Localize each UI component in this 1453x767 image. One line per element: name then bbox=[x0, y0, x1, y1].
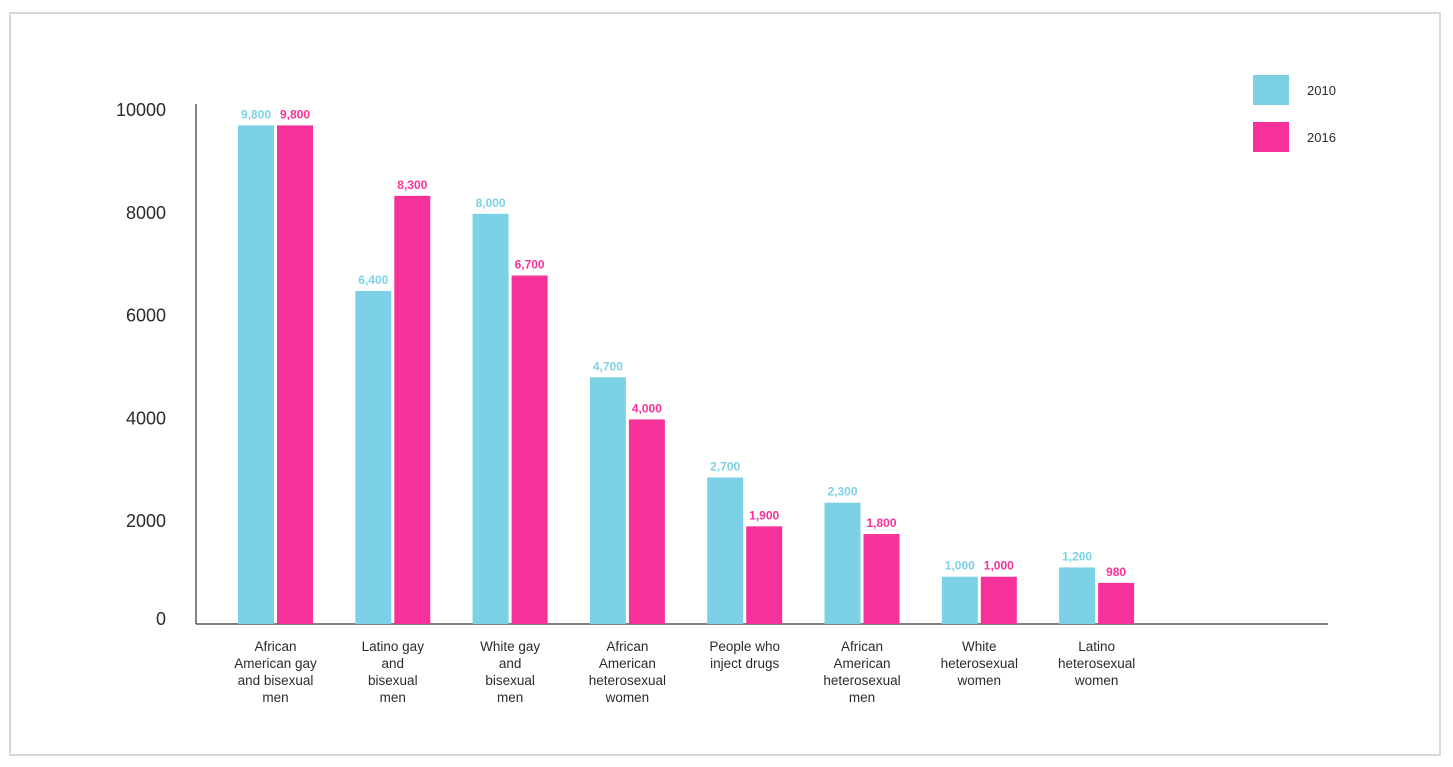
bar-2010-2 bbox=[472, 213, 509, 624]
data-label-2010-6: 1,000 bbox=[945, 559, 975, 573]
category-label-6: White heterosexual women bbox=[941, 639, 1018, 688]
data-label-2016-0: 9,800 bbox=[280, 107, 310, 121]
bar-2010-3 bbox=[589, 377, 626, 624]
bar-2016-1 bbox=[394, 195, 431, 624]
data-label-2016-5: 1,800 bbox=[866, 516, 896, 530]
legend-label-2016: 2016 bbox=[1307, 130, 1336, 145]
data-label-2016-7: 980 bbox=[1106, 565, 1126, 579]
y-tick-label: 0 bbox=[156, 609, 166, 629]
bar-2010-7 bbox=[1059, 567, 1096, 624]
bar-2010-5 bbox=[824, 502, 861, 624]
y-tick-label: 8000 bbox=[126, 203, 166, 223]
data-label-2010-2: 8,000 bbox=[476, 196, 506, 210]
bar-2016-3 bbox=[628, 419, 665, 624]
data-label-2010-3: 4,700 bbox=[593, 359, 623, 373]
bar-2016-5 bbox=[863, 534, 900, 624]
bar-2016-0 bbox=[277, 125, 313, 625]
category-label-5: African American heterosexual men bbox=[823, 639, 900, 705]
data-label-2010-1: 6,400 bbox=[358, 273, 388, 287]
category-label-2: White gay and bisexual men bbox=[480, 639, 540, 705]
category-label-1: Latino gay and bisexual men bbox=[362, 639, 425, 705]
x-axis-categories: African American gay and bisexual men Latino… bbox=[234, 639, 1135, 705]
legend-label-2010: 2010 bbox=[1307, 83, 1336, 98]
data-label-2010-7: 1,200 bbox=[1062, 549, 1092, 563]
data-label-2016-4: 1,900 bbox=[749, 508, 779, 522]
bar-2016-6 bbox=[980, 576, 1017, 624]
data-labels: 9,800 9,800 6,400 8,300 8,000 6,700 4,700 4,000… bbox=[241, 107, 1126, 578]
bar-2010-0 bbox=[238, 125, 274, 625]
data-label-2016-2: 6,700 bbox=[515, 258, 545, 272]
category-label-4: People who inject drugs bbox=[709, 639, 780, 671]
legend-swatch-2010 bbox=[1253, 75, 1289, 105]
category-label-0: African American gay and bisexual men bbox=[234, 639, 317, 705]
y-axis-ticks: 0 2000 4000 6000 8000 10000 bbox=[116, 100, 166, 629]
bar-2016-4 bbox=[746, 526, 783, 624]
chart-bars bbox=[238, 125, 1135, 625]
y-tick-label: 6000 bbox=[126, 306, 166, 326]
chart-legend: 2010 2016 bbox=[1253, 75, 1336, 152]
y-tick-label: 10000 bbox=[116, 100, 166, 120]
bar-2010-6 bbox=[941, 576, 978, 624]
bar-2010-4 bbox=[707, 477, 744, 624]
data-label-2016-1: 8,300 bbox=[397, 178, 427, 192]
category-label-7: Latino heterosexual women bbox=[1058, 639, 1135, 688]
data-label-2010-4: 2,700 bbox=[710, 460, 740, 474]
data-label-2016-6: 1,000 bbox=[984, 559, 1014, 573]
y-tick-label: 2000 bbox=[126, 511, 166, 531]
y-tick-label: 4000 bbox=[126, 408, 166, 428]
bar-2016-2 bbox=[511, 275, 548, 624]
data-label-2010-0: 9,800 bbox=[241, 107, 271, 121]
legend-swatch-2016 bbox=[1253, 122, 1289, 152]
category-label-3: African American heterosexual women bbox=[589, 639, 666, 705]
data-label-2016-3: 4,000 bbox=[632, 401, 662, 415]
data-label-2010-5: 2,300 bbox=[827, 485, 857, 499]
bar-2010-1 bbox=[355, 290, 392, 624]
bar-2016-7 bbox=[1098, 582, 1135, 624]
